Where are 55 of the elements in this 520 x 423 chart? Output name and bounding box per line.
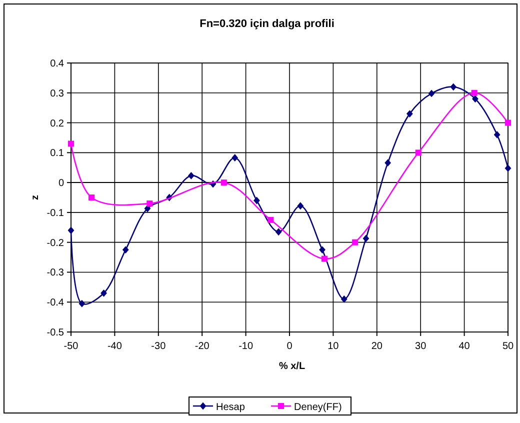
x-tick-label: 50 [502, 341, 514, 352]
y-tick-label: -0.1 [46, 208, 64, 219]
y-tick-label: -0.3 [46, 268, 64, 279]
point [321, 256, 328, 262]
point [254, 196, 260, 204]
point [450, 83, 457, 91]
point [471, 90, 478, 96]
y-tick-label: 0 [58, 178, 64, 190]
x-tick-label: 20 [371, 341, 383, 352]
point [362, 234, 370, 242]
point [275, 228, 282, 236]
point [428, 90, 435, 98]
point [352, 239, 358, 246]
point [504, 164, 512, 172]
point [88, 194, 95, 200]
point [505, 120, 511, 126]
point [415, 150, 422, 156]
point [68, 226, 74, 234]
point [232, 154, 238, 162]
legend-label: Deney(FF) [294, 402, 342, 413]
x-tick-label: 0 [286, 341, 293, 352]
point [122, 246, 129, 254]
x-tick-label: 30 [415, 341, 427, 352]
x-tick-label: 10 [328, 341, 340, 352]
x-tick-label: 40 [458, 341, 470, 352]
point [494, 131, 500, 138]
point [146, 200, 153, 206]
point [297, 202, 304, 210]
x-tick-label: -40 [107, 341, 122, 352]
y-tick-label: 0.3 [50, 88, 64, 100]
y-tick-label: 0.4 [50, 58, 64, 70]
point [188, 172, 194, 180]
point [68, 140, 74, 147]
point [472, 95, 478, 103]
y-tick-label: -0.5 [46, 328, 64, 338]
point [100, 289, 107, 297]
y-tick-label: 0.1 [50, 148, 64, 160]
point [268, 216, 274, 223]
point [384, 159, 392, 167]
chart-title: Fn=0.320 için dalga profili [200, 18, 334, 30]
point [340, 295, 348, 303]
y-tick-label: -0.4 [46, 298, 64, 309]
x-tick-label: -30 [151, 341, 166, 352]
y-tick-label: -0.2 [46, 238, 64, 249]
x-tick-label: -10 [238, 341, 254, 352]
point [406, 110, 413, 118]
point [319, 246, 326, 254]
x-axis-title: % x/L [278, 361, 306, 372]
point [78, 300, 86, 308]
x-tick-label: -20 [194, 341, 210, 352]
legend-label: Hesap [216, 402, 246, 413]
point [220, 180, 227, 186]
y-tick-label: 0.2 [50, 118, 64, 130]
x-tick-label: -50 [64, 341, 79, 352]
y-axis-title: z [30, 195, 41, 200]
